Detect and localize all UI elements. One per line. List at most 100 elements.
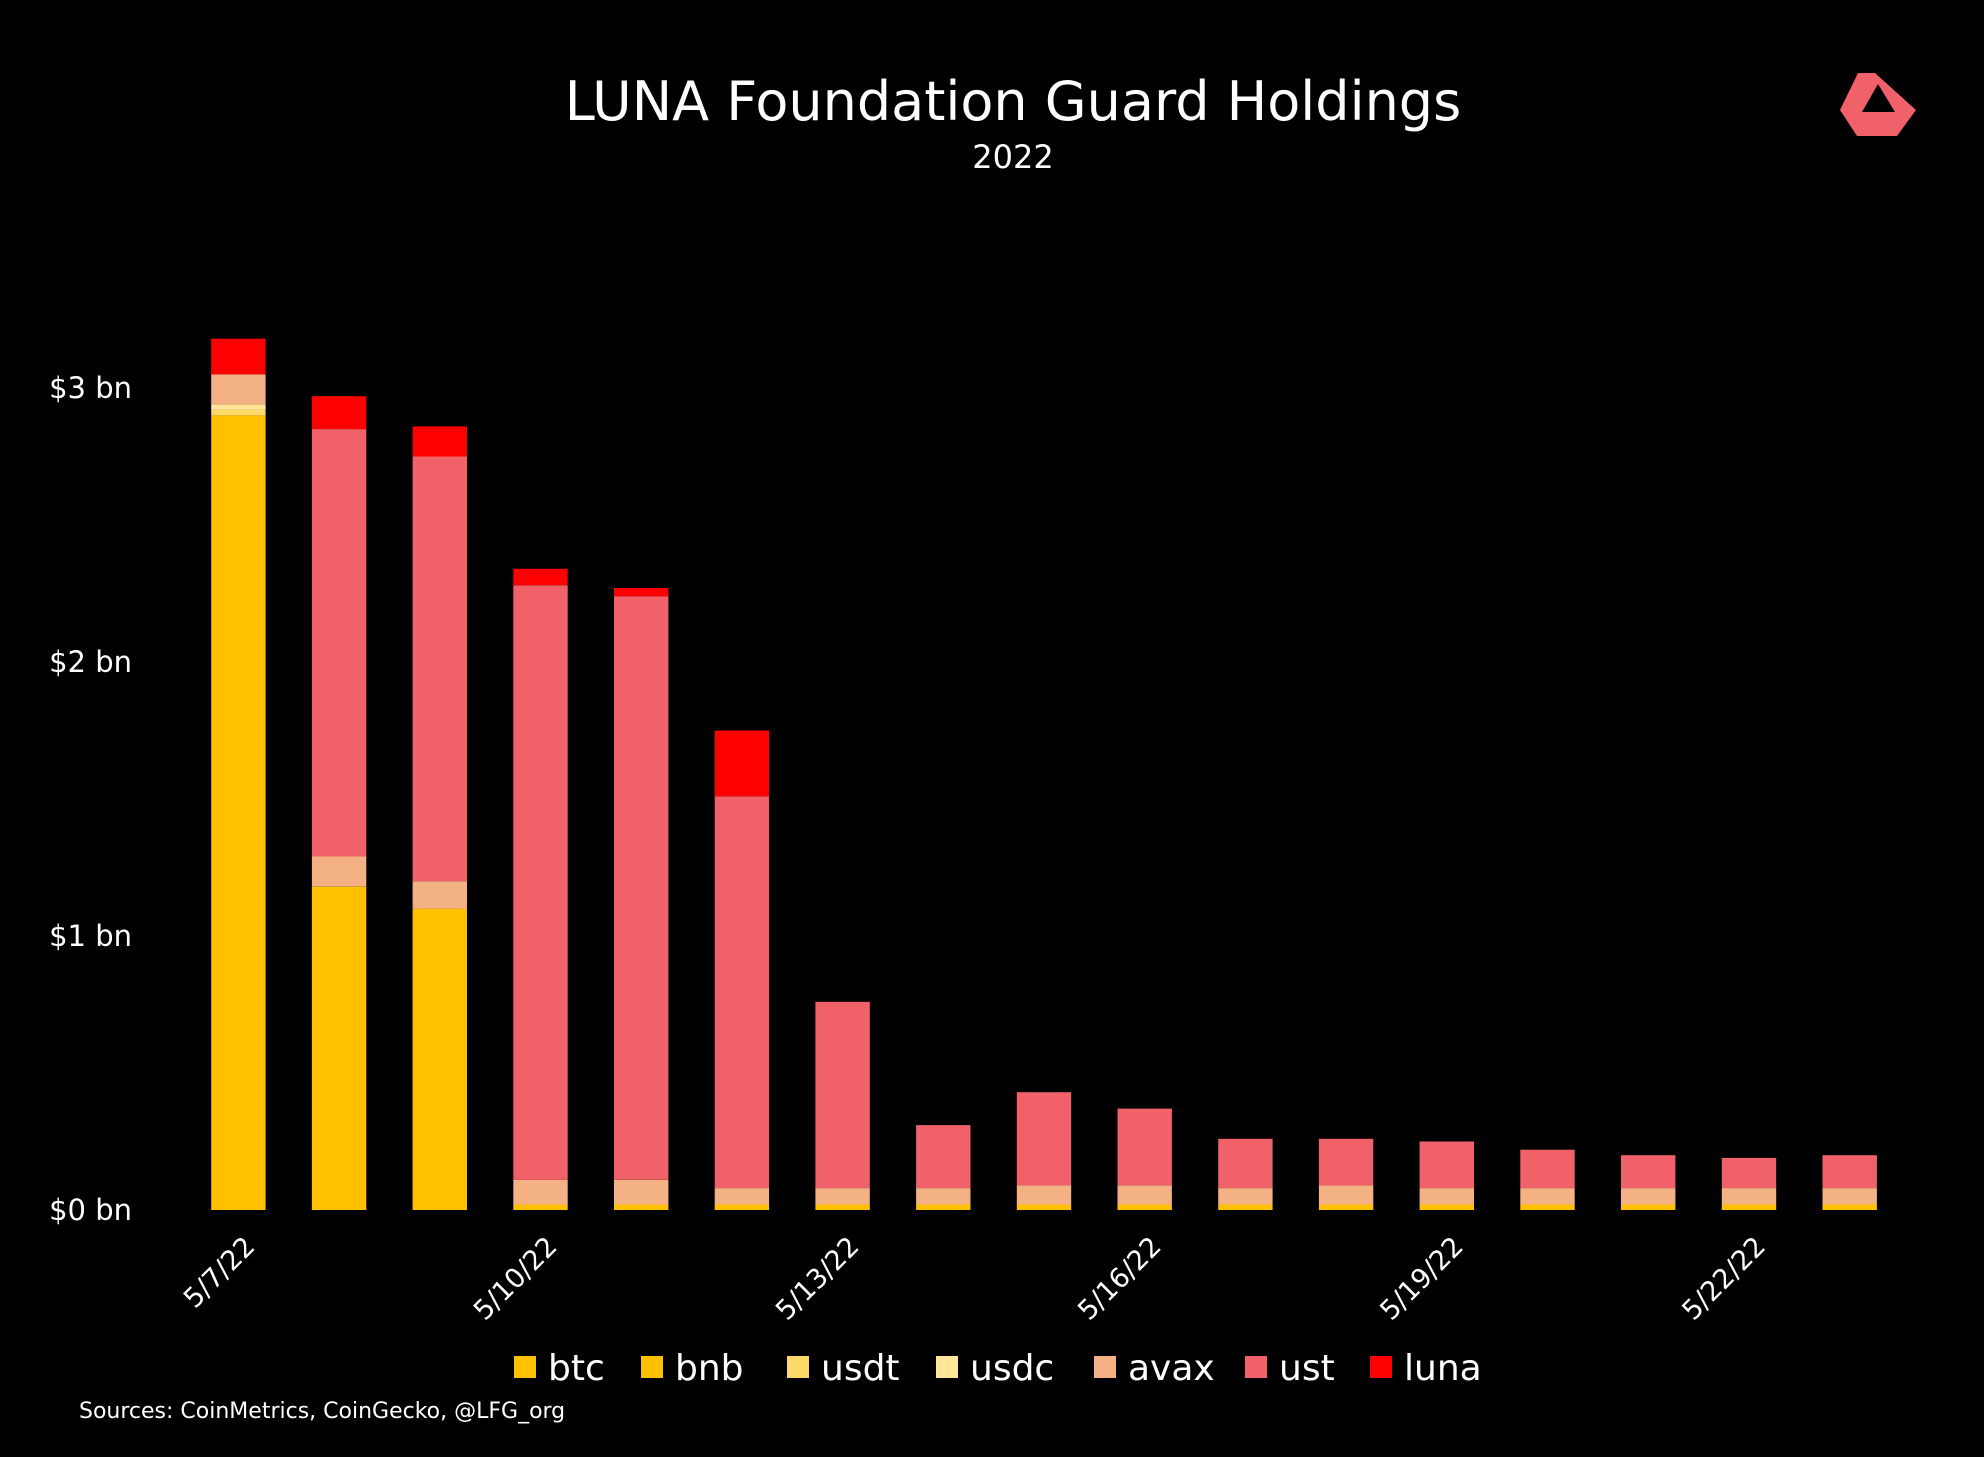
x-axis: 5/7/22 5/10/22 5/13/22 5/16/22 5/19/22 5/22/2… (178, 1231, 1772, 1327)
bar-segment-ust (1822, 1155, 1877, 1189)
x-tick-label: 5/10/22 (468, 1231, 564, 1327)
bar-segment-usdc (211, 404, 266, 410)
bar-segment-ust (815, 1001, 870, 1189)
bar-segment-avax (1721, 1188, 1777, 1205)
bar-stack-5-15-22 (1016, 1092, 1072, 1210)
bar-segment-btc (1218, 1204, 1273, 1210)
bar-segment-ust (311, 429, 367, 857)
bar-stack-5-11-22 (614, 588, 669, 1210)
bar-stack-5-16-22 (1117, 1108, 1172, 1210)
bar-segment-avax (1520, 1188, 1575, 1205)
bar-segment-luna (311, 396, 367, 430)
legend-item-usdc: usdc (936, 1348, 1054, 1389)
legend: btc bnb usdt usdc avax ust luna (514, 1348, 1482, 1389)
bar-segment-btc (916, 1204, 971, 1210)
y-tick-label: $0 bn (49, 1193, 132, 1227)
bar-segment-avax (1318, 1185, 1374, 1205)
legend-swatch (787, 1356, 809, 1378)
bar-segment-luna (211, 338, 266, 375)
bar-segment-avax (1218, 1188, 1273, 1205)
bar-segment-ust (412, 456, 467, 882)
bar-segment-avax (1117, 1185, 1172, 1205)
bar-segment-btc (1318, 1204, 1374, 1210)
bar-segment-luna (614, 588, 669, 597)
x-tick-label: 5/13/22 (770, 1231, 866, 1327)
bar-stack-5-9-22 (412, 426, 467, 1210)
legend-label: ust (1279, 1348, 1335, 1389)
bar-segment-btc (1016, 1204, 1072, 1210)
y-axis: $0 bn $1 bn $2 bn $3 bn (49, 371, 132, 1227)
legend-item-btc: btc (514, 1348, 605, 1389)
bar-segment-ust (1016, 1092, 1072, 1186)
chart-title: LUNA Foundation Guard Holdings (565, 70, 1461, 133)
bar-segment-avax (1621, 1188, 1676, 1205)
bar-stack-5-22-22 (1721, 1157, 1777, 1210)
legend-swatch (514, 1356, 536, 1378)
source-note: Sources: CoinMetrics, CoinGecko, @LFG_or… (79, 1399, 565, 1424)
bar-segment-avax (815, 1188, 870, 1205)
bar-segment-avax (1822, 1188, 1877, 1205)
bar-stack-5-7-22 (211, 338, 266, 1210)
bar-segment-ust (714, 796, 770, 1189)
bar-segment-ust (614, 596, 669, 1180)
bar-segment-btc (815, 1204, 870, 1210)
bar-segment-avax (916, 1188, 971, 1205)
bar-segment-ust (513, 585, 568, 1180)
bar-segment-avax (714, 1188, 770, 1205)
bar-segment-ust (1419, 1141, 1474, 1189)
bar-segment-luna (714, 730, 770, 797)
legend-swatch (1245, 1356, 1267, 1378)
bar-stack-5-8-22 (311, 396, 367, 1210)
legend-label: btc (548, 1348, 605, 1389)
bar-segment-btc (714, 1204, 770, 1210)
bar-segment-ust (1621, 1155, 1676, 1189)
bar-segment-avax (1419, 1188, 1474, 1205)
bar-stack-5-17-22 (1218, 1138, 1273, 1210)
legend-label: luna (1404, 1348, 1482, 1389)
legend-item-luna: luna (1370, 1348, 1482, 1389)
legend-label: bnb (675, 1348, 744, 1389)
bar-stack-5-20-22 (1520, 1149, 1575, 1210)
bar-segment-ust (916, 1125, 971, 1189)
bar-segment-avax (311, 856, 367, 887)
bar-segment-luna (412, 426, 467, 457)
legend-item-bnb: bnb (641, 1348, 744, 1389)
brand-logo (1840, 73, 1916, 136)
bar-segment-btc (311, 886, 367, 1210)
bar-segment-btc (614, 1204, 669, 1210)
bar-segment-ust (1318, 1138, 1374, 1186)
bar-stack-5-18-22 (1318, 1138, 1374, 1210)
bar-segment-avax (513, 1179, 568, 1205)
bar-segment-btc (513, 1204, 568, 1210)
bar-segment-luna (513, 568, 568, 586)
legend-swatch (936, 1356, 958, 1378)
legend-label: avax (1128, 1348, 1215, 1389)
bars-group (211, 338, 1877, 1210)
bar-segment-avax (1016, 1185, 1072, 1205)
legend-item-ust: ust (1245, 1348, 1335, 1389)
y-tick-label: $1 bn (49, 919, 132, 953)
bar-segment-btc (1621, 1204, 1676, 1210)
bar-segment-ust (1218, 1138, 1273, 1189)
bar-segment-usdt (211, 409, 266, 416)
bar-stack-5-21-22 (1621, 1155, 1676, 1210)
bar-segment-ust (1117, 1108, 1172, 1186)
bar-stack-5-14-22 (916, 1125, 971, 1210)
bar-stack-5-19-22 (1419, 1141, 1474, 1210)
bar-stack-5-12-22 (714, 730, 770, 1210)
bar-segment-avax (412, 881, 467, 909)
bar-stack-5-10-22 (513, 568, 568, 1210)
bar-stack-5-13-22 (815, 1001, 870, 1210)
y-tick-label: $2 bn (49, 645, 132, 679)
legend-label: usdc (970, 1348, 1054, 1389)
y-tick-label: $3 bn (49, 371, 132, 405)
legend-item-usdt: usdt (787, 1348, 900, 1389)
bar-segment-btc (1822, 1204, 1877, 1210)
legend-item-avax: avax (1094, 1348, 1215, 1389)
legend-swatch (1370, 1356, 1392, 1378)
chart-subtitle: 2022 (972, 138, 1053, 176)
legend-label: usdt (821, 1348, 900, 1389)
x-tick-label: 5/19/22 (1374, 1231, 1470, 1327)
bar-segment-btc (1117, 1204, 1172, 1210)
